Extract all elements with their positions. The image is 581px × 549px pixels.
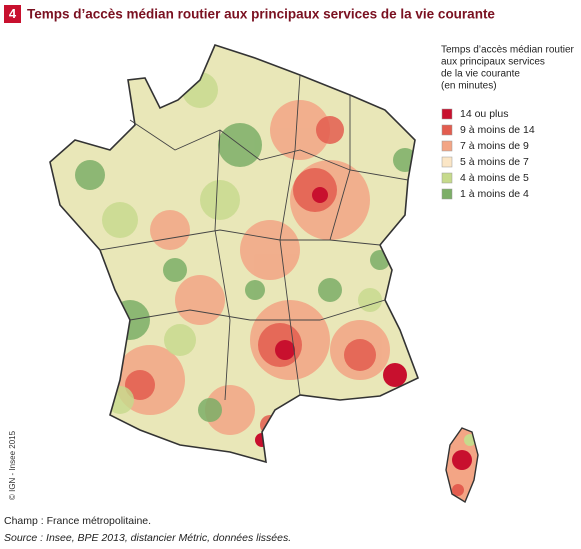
region-borders: [99, 74, 409, 401]
legend-label: 9 à moins de 14: [460, 124, 535, 136]
legend-title: aux principaux services: [441, 57, 545, 68]
legend-swatch: [441, 108, 453, 120]
legend-title: (en minutes): [441, 81, 497, 92]
legend-label: 7 à moins de 9: [460, 140, 529, 152]
legend-swatch: [441, 156, 453, 168]
note-source: Source : Insee, BPE 2013, distancier Mét…: [4, 532, 291, 544]
legend-label: 5 à moins de 7: [460, 156, 529, 168]
legend-label: 14 ou plus: [460, 108, 508, 120]
legend-swatch: [441, 140, 453, 152]
corsica-outline: [445, 427, 479, 504]
note-field: Champ : France métropolitaine.: [4, 515, 151, 527]
legend-title: de la vie courante: [441, 69, 520, 80]
legend-swatch: [441, 188, 453, 200]
legend-label: 4 à moins de 5: [460, 172, 529, 184]
legend-title: Temps d’accès médian routier: [441, 45, 575, 56]
figure-badge: [4, 5, 21, 23]
figure-number: 4: [9, 6, 17, 21]
legend-swatch: [441, 172, 453, 184]
copyright: © IGN - Insee 2015: [8, 430, 17, 500]
legend-swatch: [441, 124, 453, 136]
legend-label: 1 à moins de 4: [460, 188, 529, 200]
title: Temps d’accès médian routier aux princip…: [27, 7, 495, 22]
